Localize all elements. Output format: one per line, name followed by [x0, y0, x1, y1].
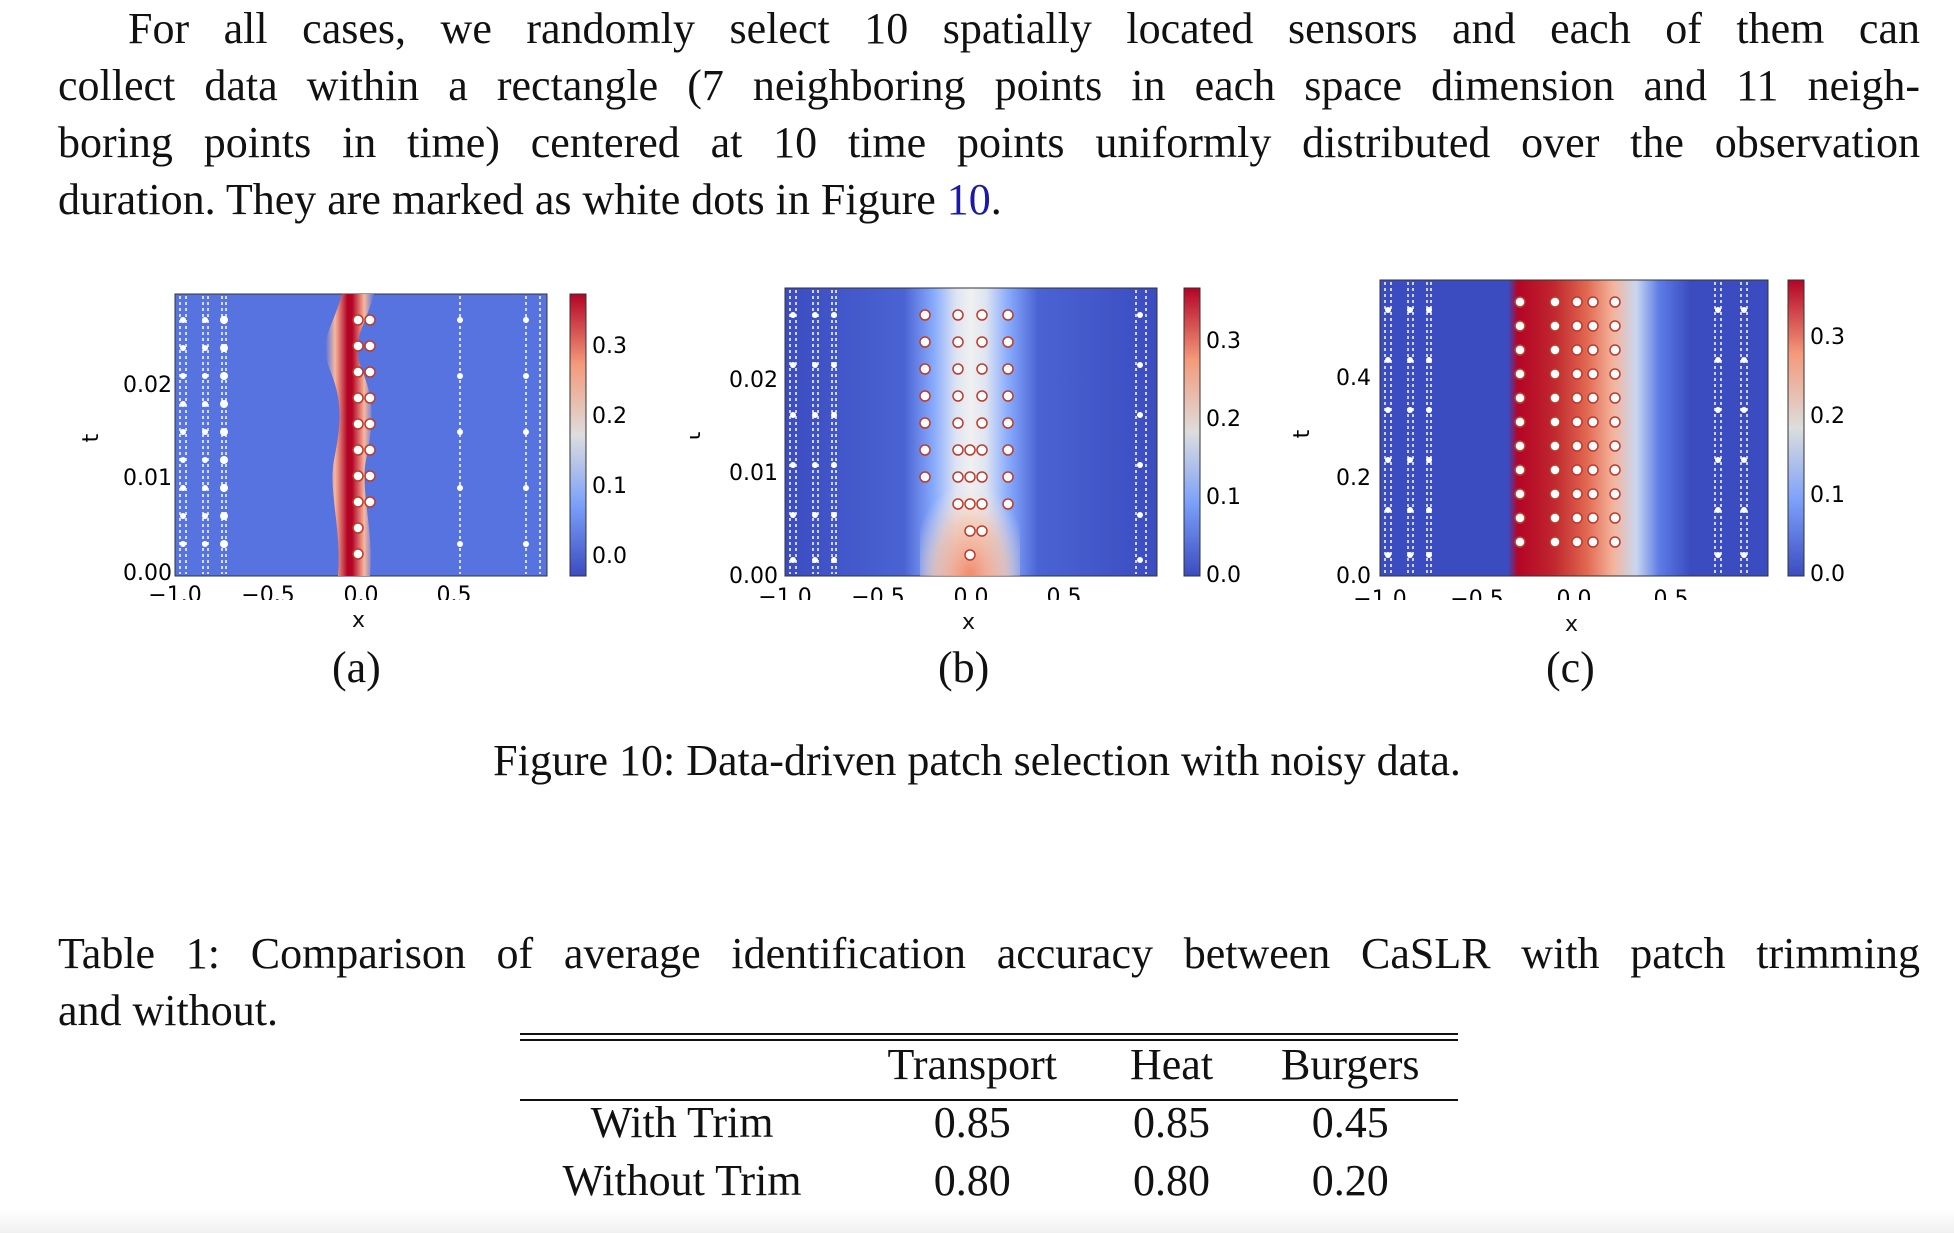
figure-reference-link[interactable]: 10 — [946, 175, 991, 224]
results-table: Transport Heat Burgers With Trim 0.85 0.… — [520, 1035, 1458, 1209]
paragraph-line-2: collect data within a rectangle (7 neigh… — [58, 61, 1920, 110]
paragraph-line-1: For all cases, we randomly select 10 spa… — [128, 4, 1920, 53]
panel-b-colorbar — [1183, 287, 1201, 577]
panel-a-sensor-dots — [180, 316, 529, 548]
panel-a-ytick-1: 0.00 — [123, 561, 172, 586]
row-label-with-trim: With Trim — [590, 1097, 774, 1147]
cell-without-trim-transport: 0.80 — [933, 1155, 1011, 1205]
panel-c-ylabel: t — [1290, 429, 1315, 438]
figure-10: 0.02 0.01 0.00 t −1.0 −0.5 0.0 0.5 0.3 0… — [0, 270, 1954, 710]
panel-c-xlabel: x — [1565, 612, 1579, 637]
table-caption-line-1: Table 1: Comparison of average identific… — [58, 929, 1920, 978]
page-bottom-edge — [0, 1210, 1954, 1233]
table-mid-rule — [520, 1099, 1458, 1101]
panel-a-xtick-4: 0.5 — [437, 583, 472, 600]
panel-a: 0.02 0.01 0.00 t −1.0 −0.5 0.0 0.5 0.3 0… — [79, 270, 640, 633]
panel-b-ytick-3: 0.02 — [729, 368, 778, 393]
paragraph-line-4-end: . — [990, 175, 1002, 224]
panel-c-sensor-dots — [1385, 307, 1747, 558]
cell-without-trim-heat: 0.80 — [1133, 1155, 1211, 1205]
figure-caption: Figure 10: Data-driven patch selection w… — [493, 736, 1461, 785]
panel-a-xtick-3: 0.0 — [344, 583, 379, 600]
panel-a-cbar-tick-3: 0.2 — [592, 404, 627, 429]
panel-c-xtick-4: 0.5 — [1654, 587, 1689, 600]
panel-a-ytick-3: 0.02 — [123, 373, 172, 398]
panel-a-cbar-tick-4: 0.3 — [592, 334, 627, 359]
panel-a-xlabel: x — [352, 608, 366, 633]
panel-a-colorbar — [569, 293, 587, 577]
panel-b-cbar-tick-2: 0.1 — [1206, 485, 1241, 510]
panel-b-xtick-3: 0.0 — [954, 585, 989, 600]
table-caption-line-2: and without. — [58, 986, 278, 1035]
panel-b-sensor-columns — [789, 290, 1147, 574]
panel-c-cbar-tick-1: 0.0 — [1810, 562, 1845, 587]
panel-b-xlabel: x — [962, 610, 976, 635]
panel-b-xtick-1: −1.0 — [758, 585, 811, 600]
cell-with-trim-transport: 0.85 — [933, 1097, 1011, 1147]
cell-with-trim-heat: 0.85 — [1133, 1097, 1211, 1147]
table-header-burgers: Burgers — [1280, 1039, 1420, 1089]
paragraph-line-4: duration. They are marked as white dots … — [58, 171, 1920, 228]
panel-b-cbar-tick-3: 0.2 — [1206, 407, 1241, 432]
table-header-empty — [520, 1035, 844, 1093]
cell-without-trim-burgers: 0.20 — [1311, 1155, 1389, 1205]
panel-c-xtick-1: −1.0 — [1353, 587, 1406, 600]
table-row: Without Trim 0.80 0.80 0.20 — [520, 1151, 1458, 1209]
table-header-heat: Heat — [1130, 1039, 1214, 1089]
panel-b-sensor-dots — [790, 312, 1143, 563]
table-top-rule — [520, 1033, 1458, 1035]
panel-a-plot: 0.02 0.01 0.00 t −1.0 −0.5 0.0 0.5 0.3 0… — [79, 293, 627, 608]
panel-c-cbar-tick-4: 0.3 — [1810, 325, 1845, 350]
panel-a-xtick-1: −1.0 — [148, 583, 201, 600]
panel-c-cbar-tick-2: 0.1 — [1810, 483, 1845, 508]
paragraph-line-4-text: duration. They are marked as white dots … — [58, 175, 947, 224]
panel-b-ytick-1: 0.00 — [729, 564, 778, 589]
panel-b-ylabel: t — [690, 431, 706, 440]
panel-c-ytick-3: 0.4 — [1336, 366, 1371, 391]
panel-c-sensor-columns — [1384, 282, 1748, 574]
panel-b: 0.02 0.01 0.00 t −1.0 −0.5 0.0 0.5 0.3 0… — [681, 270, 1250, 635]
panel-c-cbar-tick-3: 0.2 — [1810, 404, 1845, 429]
panel-a-ylabel: t — [80, 433, 104, 442]
panel-c-patch-dots — [1514, 296, 1621, 548]
panel-a-cbar-tick-2: 0.1 — [592, 474, 627, 499]
panel-a-patch-dots — [352, 314, 376, 560]
body-paragraph: For all cases, we randomly select 10 spa… — [58, 0, 1920, 228]
panel-c-plot: 0.4 0.2 0.0 t −1.0 −0.5 0.0 0.5 0.3 0.2 … — [1290, 279, 1845, 612]
panel-a-cbar-tick-1: 0.0 — [592, 544, 627, 569]
panel-b-label: (b) — [938, 643, 990, 692]
panel-c-colorbar — [1787, 279, 1805, 577]
panel-b-plot: 0.02 0.01 0.00 t −1.0 −0.5 0.0 0.5 0.3 0… — [681, 287, 1241, 610]
panel-c-ytick-2: 0.2 — [1336, 466, 1371, 491]
panel-b-xtick-4: 0.5 — [1047, 585, 1082, 600]
panel-b-cbar-tick-1: 0.0 — [1206, 563, 1241, 588]
panel-b-cbar-tick-4: 0.3 — [1206, 329, 1241, 354]
panel-c-label: (c) — [1546, 643, 1595, 692]
panel-c-xtick-3: 0.0 — [1557, 587, 1592, 600]
row-label-without-trim: Without Trim — [562, 1155, 802, 1205]
table-row: With Trim 0.85 0.85 0.45 — [520, 1093, 1458, 1151]
panel-a-label: (a) — [332, 643, 381, 692]
panel-c-ytick-1: 0.0 — [1336, 564, 1371, 589]
table-top-rule-2 — [520, 1039, 1458, 1041]
panel-b-patch-dots — [919, 309, 1014, 561]
table-header-transport: Transport — [887, 1039, 1058, 1089]
panel-a-xtick-2: −0.5 — [241, 583, 294, 600]
panel-a-ytick-2: 0.01 — [123, 466, 172, 491]
cell-with-trim-burgers: 0.45 — [1311, 1097, 1389, 1147]
paragraph-line-3: boring points in time) centered at 10 ti… — [58, 118, 1920, 167]
panel-c: 0.4 0.2 0.0 t −1.0 −0.5 0.0 0.5 0.3 0.2 … — [1285, 270, 1845, 637]
panel-b-ytick-2: 0.01 — [729, 461, 778, 486]
table-header-row: Transport Heat Burgers — [520, 1035, 1458, 1093]
panel-b-xtick-2: −0.5 — [851, 585, 904, 600]
table-caption: Table 1: Comparison of average identific… — [58, 925, 1920, 1039]
panel-c-xtick-2: −0.5 — [1450, 587, 1503, 600]
